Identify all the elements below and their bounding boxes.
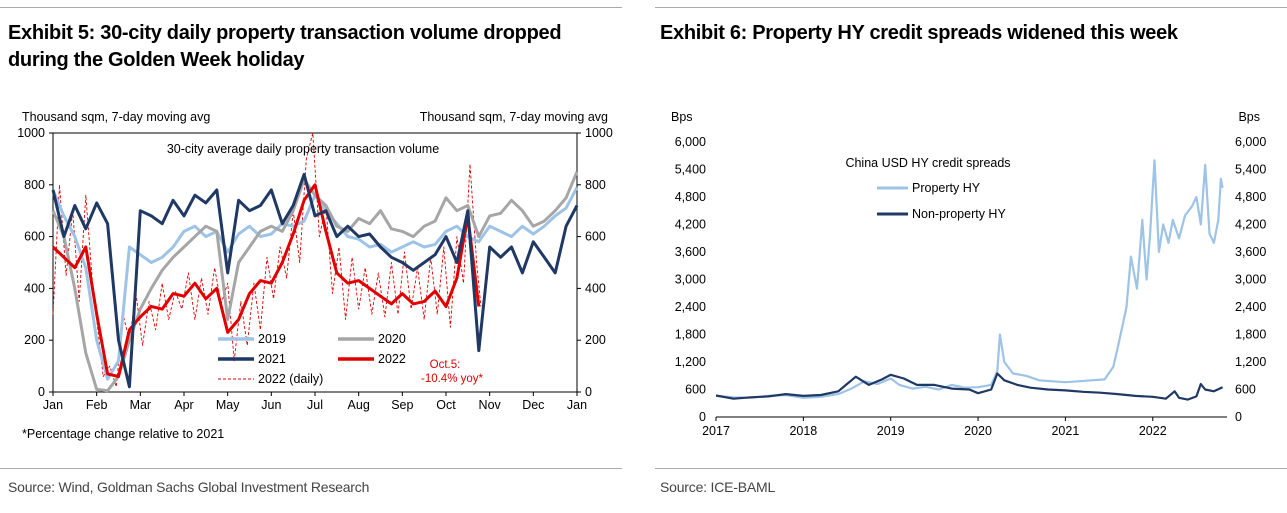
legend-label-2022-daily: 2022 (daily): [258, 372, 323, 386]
series-line-2022-daily-: [52, 132, 482, 388]
y-tick-label-left: 3,000: [675, 273, 706, 287]
chart-inner-title: China USD HY credit spreads: [845, 156, 1010, 170]
exhibit-6-title: Exhibit 6: Property HY credit spreads wi…: [660, 22, 1178, 44]
y-tick-label-right: 0: [1235, 410, 1242, 424]
y-tick-label-right: 0: [585, 385, 592, 399]
y-tick-label-left: 200: [24, 333, 45, 347]
legend-label-2019: 2019: [258, 332, 286, 346]
y-tick-label-left: 1,200: [675, 355, 706, 369]
right-axis-label: Bps: [1238, 110, 1260, 124]
y-tick-label-left: 2,400: [675, 300, 706, 314]
series-line-non-property-hy: [715, 372, 1224, 401]
x-tick-label: Apr: [174, 398, 193, 412]
x-tick-label: Mar: [130, 398, 152, 412]
legend-label-property-hy: Property HY: [912, 181, 981, 195]
x-tick-label: 2018: [789, 424, 817, 438]
y-tick-label-left: 6,000: [675, 135, 706, 149]
left-axis-label: Bps: [671, 110, 693, 124]
y-tick-label-left: 800: [24, 178, 45, 192]
x-tick-label: Oct: [436, 398, 456, 412]
x-tick-label: 2021: [1051, 424, 1079, 438]
y-tick-label-left: 400: [24, 281, 45, 295]
y-tick-label-left: 4,200: [675, 218, 706, 232]
x-tick-label: Jan: [43, 398, 63, 412]
exhibit-6-panel: Exhibit 6: Property HY credit spreads wi…: [655, 0, 1287, 513]
x-tick-label: Dec: [522, 398, 544, 412]
x-tick-label: Jan: [567, 398, 587, 412]
footnote: *Percentage change relative to 2021: [22, 427, 224, 441]
series-line-2021: [51, 172, 579, 389]
legend: Property HY Non-property HY: [877, 181, 1006, 221]
right-axis-label: Thousand sqm, 7-day moving avg: [420, 110, 608, 124]
x-tick-label: Jul: [307, 398, 323, 412]
exhibit-5-chart: Thousand sqm, 7-day moving avg Thousand …: [17, 110, 613, 441]
x-tick-label: Feb: [86, 398, 108, 412]
y-tick-label-left: 1,800: [675, 328, 706, 342]
y-tick-label-left: 600: [24, 230, 45, 244]
y-tick-label-right: 800: [585, 178, 606, 192]
x-tick-label: Sep: [391, 398, 413, 412]
y-tick-label-right: 3,600: [1235, 245, 1266, 259]
y-tick-label-left: 5,400: [675, 163, 706, 177]
series-line-2020: [51, 171, 579, 393]
top-rule: [0, 7, 622, 8]
y-tick-label-left: 600: [685, 383, 706, 397]
x-tick-label: May: [216, 398, 240, 412]
x-tick-label: Jun: [261, 398, 281, 412]
y-tick-label-right: 3,000: [1235, 273, 1266, 287]
x-tick-label: Nov: [479, 398, 502, 412]
legend: 2019 2020 2021 2022 2022 (daily): [218, 332, 406, 386]
y-tick-label-right: 600: [585, 230, 606, 244]
source-note: Source: Wind, Goldman Sachs Global Inves…: [8, 479, 370, 495]
left-axis-label: Thousand sqm, 7-day moving avg: [22, 110, 210, 124]
exhibit-5-panel: Exhibit 5: 30-city daily property transa…: [0, 0, 622, 513]
y-tick-label-right: 6,000: [1235, 135, 1266, 149]
x-tick-label: 2017: [702, 424, 730, 438]
y-tick-label-left: 3,600: [675, 245, 706, 259]
y-tick-label-left: 0: [38, 385, 45, 399]
y-tick-label-right: 4,800: [1235, 190, 1266, 204]
x-tick-label: 2020: [964, 424, 992, 438]
chart-inner-title: 30-city average daily property transacti…: [167, 142, 439, 156]
legend-label-2022: 2022: [378, 352, 406, 366]
source-note: Source: ICE-BAML: [660, 479, 776, 495]
legend-label-non-property-hy: Non-property HY: [912, 207, 1006, 221]
y-tick-label-right: 5,400: [1235, 163, 1266, 177]
exhibit-6-chart: Bps Bps 0 0 600 600 1,200 1,200 1,800 1,800 2,40…: [671, 110, 1266, 438]
y-tick-label-right: 1,200: [1235, 355, 1266, 369]
x-tick-label: 2019: [877, 424, 905, 438]
series-line-property-hy: [715, 159, 1224, 399]
x-tick-label: 2022: [1139, 424, 1167, 438]
exhibit-5-title: Exhibit 5: 30-city daily property transa…: [8, 22, 562, 71]
y-tick-label-right: 1000: [585, 126, 613, 140]
legend-label-2021: 2021: [258, 352, 286, 366]
y-tick-label-left: 0: [699, 410, 706, 424]
y-tick-label-right: 600: [1235, 383, 1256, 397]
bottom-rule: [655, 468, 1287, 469]
bottom-rule: [0, 468, 622, 469]
y-tick-label-right: 400: [585, 281, 606, 295]
y-tick-label-right: 2,400: [1235, 300, 1266, 314]
legend-label-2020: 2020: [378, 332, 406, 346]
top-rule: [655, 7, 1287, 8]
y-tick-label-right: 200: [585, 333, 606, 347]
y-tick-label-right: 4,200: [1235, 218, 1266, 232]
y-tick-label-left: 1000: [17, 126, 45, 140]
y-tick-label-right: 1,800: [1235, 328, 1266, 342]
annotation-line-1: Oct.5:: [430, 359, 461, 371]
x-tick-label: Aug: [348, 398, 370, 412]
y-tick-label-left: 4,800: [675, 190, 706, 204]
annotation-line-2: -10.4% yoy*: [421, 373, 484, 385]
series-line-2022: [51, 183, 481, 378]
